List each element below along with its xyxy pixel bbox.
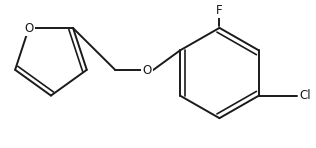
Text: O: O xyxy=(24,22,33,35)
Text: O: O xyxy=(143,64,152,77)
Text: Cl: Cl xyxy=(300,89,311,102)
Text: F: F xyxy=(216,4,223,17)
